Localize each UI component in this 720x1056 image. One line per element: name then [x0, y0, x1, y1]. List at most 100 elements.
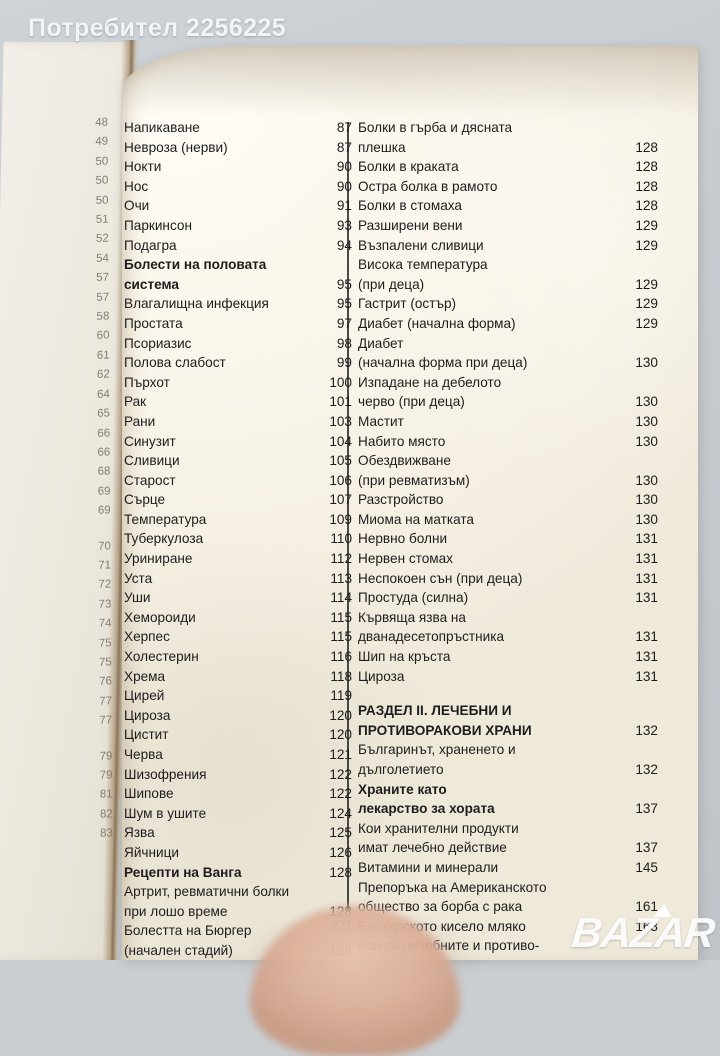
toc-entry: Остра болка в рамото 128: [358, 177, 658, 197]
toc-entry-page-number: 129: [635, 217, 658, 233]
toc-entry: Черва 121: [124, 745, 352, 765]
toc-entry-label: Храните като лекарство за хората: [358, 781, 495, 817]
toc-entry-page-number: 130: [635, 394, 658, 410]
toc-entry-label: Цистит: [124, 727, 169, 743]
left-page-number: 61: [96, 349, 110, 362]
toc-entry-page-number: 132: [635, 762, 658, 777]
toc-entry: Обездвижване (при ревматизъм) 130: [358, 451, 658, 490]
left-page-number: 66: [97, 426, 111, 440]
toc-entry-label: Псориазис: [124, 335, 192, 351]
toc-entry: Шум в ушите 124: [124, 804, 352, 824]
toc-entry: Възпалени сливици 129: [358, 236, 658, 256]
toc-entry: Болки в гърба и дясната плешка 128: [358, 118, 658, 157]
toc-entry-page-number: 93: [336, 217, 352, 233]
toc-entry-page-number: 128: [635, 178, 658, 194]
toc-entry-page-number: 129: [635, 315, 658, 331]
toc-entry-label: Невроза (нерви): [124, 139, 228, 155]
toc-entry-page-number: 145: [635, 859, 658, 875]
toc-entry-label: Разстройство: [358, 492, 444, 508]
toc-entry: РАЗДЕЛ II. ЛЕЧЕБНИ И ПРОТИВОРАКОВИ ХРАНИ…: [358, 701, 658, 740]
toc-entry-label: Уши: [124, 590, 151, 606]
left-page-number: 48: [95, 116, 109, 129]
toc-entry: Херпес 115: [124, 627, 352, 647]
toc-entry-page-number: 137: [635, 840, 658, 856]
toc-entry-page-number: 126: [329, 844, 352, 860]
toc-entry-page-number: 97: [336, 315, 352, 331]
toc-entry-label: Болки в краката: [358, 159, 459, 175]
toc-entry-page-number: 106: [329, 472, 352, 488]
bazar-logo-text: BAZAR: [569, 909, 717, 956]
toc-entry-label: Влагалищна инфекция: [124, 296, 269, 312]
toc-entry: Сливици 105: [124, 451, 352, 471]
toc-entry: Мастит 130: [358, 412, 658, 432]
toc-entry: Простуда (силна) 131: [358, 588, 658, 608]
toc-entry: Влагалищна инфекция 95: [124, 294, 352, 314]
toc-entry-page-number: 131: [635, 629, 658, 645]
left-page-number: 74: [98, 617, 112, 630]
toc-entry: Уриниране 112: [124, 549, 352, 569]
toc-entry: Нокти 90: [124, 157, 352, 177]
toc-entry-label: Простата: [124, 315, 183, 331]
toc-entry-label: Подагра: [124, 237, 177, 253]
toc-entry-label: Холестерин: [124, 649, 199, 665]
left-page-number: 62: [96, 368, 110, 382]
toc-entry-label: Миома на матката: [358, 511, 474, 527]
toc-entry: Шизофрения 122: [124, 765, 352, 785]
left-page-number: 75: [98, 656, 112, 669]
toc-entry-page-number: 105: [329, 453, 352, 469]
toc-entry: Туберкулоза 110: [124, 529, 352, 549]
toc-entry-page-number: 98: [336, 335, 352, 351]
toc-entry-label: Сливици: [124, 453, 180, 469]
toc-entry: Кои хранителни продукти имат лечебно дей…: [358, 819, 658, 858]
left-page-number: 77: [99, 695, 113, 708]
toc-entry-page-number: 130: [635, 433, 658, 449]
toc-entry: Невроза (нерви) 87: [124, 138, 352, 158]
toc-entry-page-number: 120: [329, 727, 352, 743]
toc-entry: Паркинсон 93: [124, 216, 352, 236]
toc-entry-label: Мастит: [358, 413, 404, 429]
left-page-number: 64: [97, 388, 110, 401]
toc-entry-label: Болестта на Бюргер (начален стадий): [124, 923, 251, 958]
toc-entry-label: Диабет (начална форма при деца): [358, 335, 528, 371]
toc-entry-page-number: 129: [635, 276, 658, 292]
left-page-number: 76: [99, 675, 112, 689]
toc-entry: Цироза 131: [358, 667, 658, 687]
left-page-number: 65: [97, 407, 111, 420]
left-page-number: 54: [96, 252, 109, 265]
toc-entry: Нервен стомах 131: [358, 549, 658, 569]
toc-entry: Старост 106: [124, 471, 352, 491]
table-of-contents: Напикаване 87 Невроза (нерви) 87 Нокти 90 Нос 9…: [122, 46, 698, 960]
toc-entry-label: РАЗДЕЛ II. ЛЕЧЕБНИ И ПРОТИВОРАКОВИ ХРАНИ: [358, 703, 532, 738]
toc-entry-label: Разширени вени: [358, 217, 463, 233]
left-page-number: 72: [98, 578, 112, 592]
toc-entry-label: Сърце: [124, 492, 166, 508]
toc-entry-label: Кървяща язва на дванадесетопръстника: [358, 609, 505, 645]
toc-entry: Пърхот 100: [124, 373, 352, 393]
toc-entry-page-number: 94: [336, 237, 352, 253]
toc-entry: Уши 114: [124, 588, 352, 608]
toc-entry-page-number: 113: [330, 570, 352, 586]
toc-entry-label: Шизофрения: [124, 766, 207, 782]
toc-entry: Простата 97: [124, 314, 352, 334]
toc-entry-page-number: 119: [330, 688, 352, 704]
toc-entry-label: Хрема: [124, 668, 166, 684]
toc-column-left: Напикаване 87 Невроза (нерви) 87 Нокти 90 Нос 9…: [124, 118, 352, 960]
toc-entry: Болки в стомаха 128: [358, 196, 658, 216]
toc-entry-label: Набито място: [358, 433, 446, 449]
toc-entry-page-number: 131: [635, 649, 658, 665]
toc-entry: Яйчници 126: [124, 843, 352, 863]
left-page-number: 68: [97, 465, 111, 479]
toc-entry-label: Изпадане на дебелото черво (при деца): [358, 374, 502, 410]
toc-entry-label: Рецепти на Ванга: [124, 864, 242, 880]
toc-entry: Храните като лекарство за хората 137: [358, 780, 658, 819]
toc-entry: Полова слабост 99: [124, 353, 352, 373]
toc-entry: Рецепти на Ванга 128: [124, 863, 352, 883]
left-page-number: 58: [96, 310, 110, 323]
toc-entry-label: Артрит, ревматични болки при лошо време: [124, 884, 289, 919]
toc-entry-label: Диабет (начална форма): [358, 315, 516, 331]
left-page-number: 49: [95, 135, 109, 149]
left-page-number: 69: [97, 485, 111, 498]
toc-entry: Сърце 107: [124, 490, 352, 510]
toc-entry-page-number: 131: [635, 531, 658, 547]
toc-entry-page-number: 110: [330, 531, 352, 547]
